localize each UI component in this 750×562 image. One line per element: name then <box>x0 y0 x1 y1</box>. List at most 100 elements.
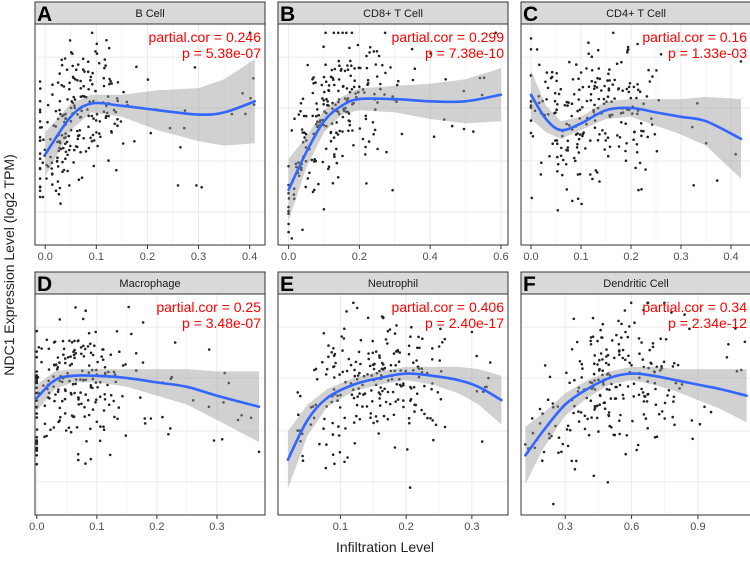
data-point <box>43 404 47 408</box>
data-point <box>587 41 590 44</box>
data-point <box>305 139 308 142</box>
confidence-band <box>45 59 255 177</box>
data-point <box>624 122 627 125</box>
data-point <box>408 421 411 425</box>
data-point <box>623 309 627 312</box>
data-point <box>47 391 51 395</box>
data-point <box>545 98 548 101</box>
data-point <box>602 401 606 405</box>
data-point <box>636 83 639 86</box>
data-point <box>357 387 361 390</box>
data-point <box>593 84 596 88</box>
data-point <box>426 416 429 420</box>
data-point <box>304 159 308 163</box>
data-point <box>356 395 360 398</box>
data-point <box>358 371 361 375</box>
data-point <box>583 427 587 431</box>
data-point <box>637 393 641 397</box>
data-point <box>589 99 593 102</box>
data-point <box>524 443 527 446</box>
data-point <box>95 398 98 402</box>
data-point <box>384 71 387 75</box>
data-point <box>598 403 601 407</box>
data-point <box>353 442 357 445</box>
data-point <box>607 363 610 367</box>
data-point <box>322 208 326 211</box>
data-point <box>341 85 345 88</box>
data-point <box>604 361 608 365</box>
data-point <box>67 134 71 138</box>
data-point <box>613 356 616 360</box>
data-point <box>429 417 432 420</box>
data-point <box>389 363 393 367</box>
data-point <box>169 427 172 430</box>
x-tick-label: 0.3 <box>673 251 688 263</box>
data-point <box>391 95 395 98</box>
data-point <box>63 412 67 415</box>
data-point <box>293 197 296 201</box>
data-point <box>352 301 355 305</box>
data-point <box>57 149 60 153</box>
data-point <box>90 368 94 372</box>
partial-cor-label: partial.cor = 0.299 <box>392 29 505 45</box>
data-point <box>570 114 573 118</box>
data-point <box>71 101 75 105</box>
data-point <box>641 391 645 394</box>
data-point <box>545 71 549 74</box>
data-point <box>76 452 80 456</box>
data-point <box>606 154 610 158</box>
data-point <box>57 388 60 391</box>
data-point <box>92 117 95 120</box>
data-point <box>589 173 592 176</box>
data-point <box>636 42 639 46</box>
data-point <box>84 309 87 313</box>
data-point <box>89 75 93 79</box>
data-point <box>72 95 75 99</box>
data-point <box>660 410 664 413</box>
data-point <box>542 450 546 454</box>
data-point <box>114 380 118 384</box>
data-point <box>227 381 231 385</box>
data-point <box>135 65 138 69</box>
data-point <box>311 405 315 408</box>
data-point <box>66 169 69 173</box>
data-point <box>35 406 39 409</box>
data-point <box>444 78 448 81</box>
data-point <box>69 128 73 132</box>
data-point <box>487 376 490 380</box>
data-point <box>99 425 102 428</box>
data-point <box>566 444 570 448</box>
data-point <box>333 376 336 379</box>
grid-lines <box>521 24 750 245</box>
data-points <box>524 301 747 506</box>
data-point <box>134 352 138 355</box>
data-point <box>49 155 52 159</box>
data-point <box>332 78 335 81</box>
data-point <box>84 393 87 396</box>
data-point <box>87 371 91 374</box>
data-point <box>378 369 381 373</box>
data-point <box>399 384 403 388</box>
data-point <box>567 124 571 127</box>
data-point <box>52 426 56 429</box>
data-point <box>390 378 394 381</box>
data-point <box>312 416 316 420</box>
data-point <box>571 78 575 81</box>
grid-lines <box>35 294 265 515</box>
data-point <box>660 367 664 370</box>
data-point <box>386 417 390 421</box>
data-point <box>58 318 62 321</box>
data-point <box>664 338 668 341</box>
data-point <box>316 120 319 123</box>
data-point <box>624 149 627 153</box>
data-point <box>608 388 611 392</box>
data-point <box>319 119 322 122</box>
panel-strip <box>34 271 266 295</box>
data-point <box>622 397 625 400</box>
data-point <box>556 170 559 173</box>
data-point <box>327 344 330 347</box>
data-point <box>35 440 39 443</box>
plot-background <box>35 24 265 245</box>
data-point <box>331 101 334 105</box>
data-point <box>621 393 625 397</box>
